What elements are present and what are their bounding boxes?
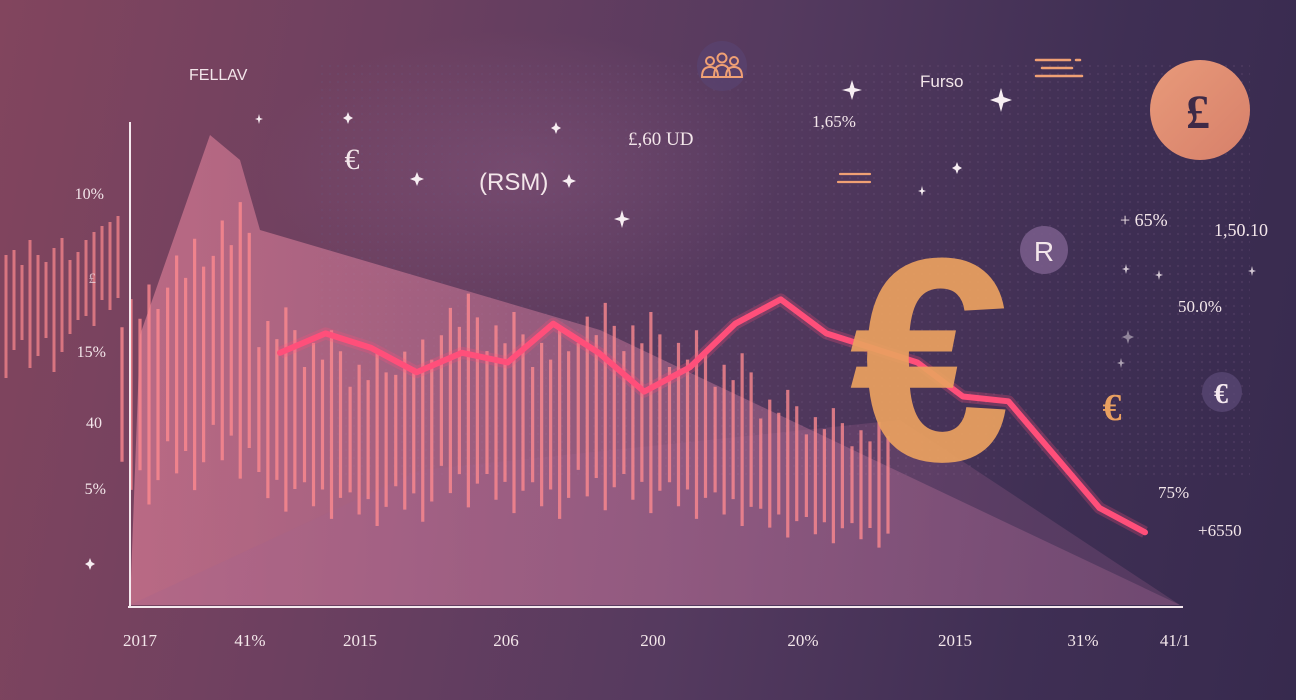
annotations: FELLAV Furso (RSM) £,60 UD 1,65% + 65% 1… [189, 67, 1268, 540]
sparkle-icon [255, 114, 263, 124]
x-tick-label: 20% [787, 631, 818, 650]
sparkle-icon [842, 80, 862, 100]
x-tick-label: 2017 [123, 631, 158, 650]
sparkle-icon [410, 172, 424, 186]
sparkle-icon [85, 558, 95, 570]
annotation-value-1: 1,50.10 [1214, 220, 1268, 240]
annotation-plus-65: + 65% [1120, 210, 1168, 230]
sparkle-icon [1122, 264, 1130, 274]
y-tick-label: £ [89, 271, 97, 287]
x-tick-label: 31% [1067, 631, 1098, 650]
annotation-value-2: 50.0% [1178, 297, 1222, 316]
euro-small-symbol: € [345, 143, 360, 176]
y-tick-label: 5% [85, 481, 106, 498]
y-tick-label: 40 [86, 415, 102, 432]
annotation-top-right: Furso [920, 72, 963, 91]
x-tick-label: 200 [640, 631, 666, 650]
x-tick-label: 2015 [938, 631, 972, 650]
y-tick-label: 15% [77, 344, 106, 361]
annotation-top-left: FELLAV [189, 67, 248, 84]
x-tick-label: 41/1 [1160, 631, 1190, 650]
annotation-percent: 1,65% [812, 112, 856, 131]
x-tick-labels: 2017 41% 2015 206 200 20% 2015 31% 41/1 [123, 631, 1190, 650]
speed-lines-icon [836, 172, 872, 184]
sparkle-icon [562, 174, 576, 188]
euro-circle-icon: € [1202, 372, 1242, 412]
sparkle-icon [1117, 358, 1125, 368]
sparkle-icon [1155, 270, 1163, 280]
euro-small-symbol: € [1103, 387, 1122, 429]
euro-sign-icon: € [849, 198, 1010, 522]
speed-lines-icon [1034, 58, 1084, 78]
area-shading [130, 135, 1180, 605]
people-group-icon [697, 41, 747, 91]
sparkle-icon [952, 162, 962, 174]
r-badge-label: R [1034, 236, 1054, 267]
sparkle-icon [990, 88, 1012, 112]
annotation-value-4: +6550 [1198, 521, 1242, 540]
bar-series [120, 202, 890, 548]
euro-small-symbol: € [1214, 379, 1228, 410]
sparkle-icon [918, 186, 926, 196]
euro-big-symbol: € [849, 198, 1010, 522]
sparkle-icon [614, 210, 630, 228]
y-tick-label: 10% [75, 186, 104, 203]
sparkles [85, 80, 1256, 570]
sparkle-icon [343, 112, 353, 124]
x-tick-label: 2015 [343, 631, 377, 650]
y-tick-labels: 10% £ 15% 40 5% [75, 186, 106, 498]
edge-bars [4, 216, 120, 378]
annotation-price: £,60 UD [628, 129, 693, 150]
sparkle-icon [1248, 266, 1256, 276]
pound-coin-icon: £ [1150, 60, 1250, 160]
line-series [277, 293, 1148, 538]
annotation-value-3: 75% [1158, 483, 1189, 502]
x-tick-label: 41% [234, 631, 265, 650]
line-path [277, 296, 1148, 536]
annotation-rsm: (RSM) [479, 169, 548, 196]
sparkle-icon [551, 122, 561, 134]
registered-badge: R [1020, 226, 1068, 274]
sparkle-icon [1122, 330, 1134, 344]
pound-symbol: £ [1186, 86, 1210, 139]
x-tick-label: 206 [493, 631, 519, 650]
